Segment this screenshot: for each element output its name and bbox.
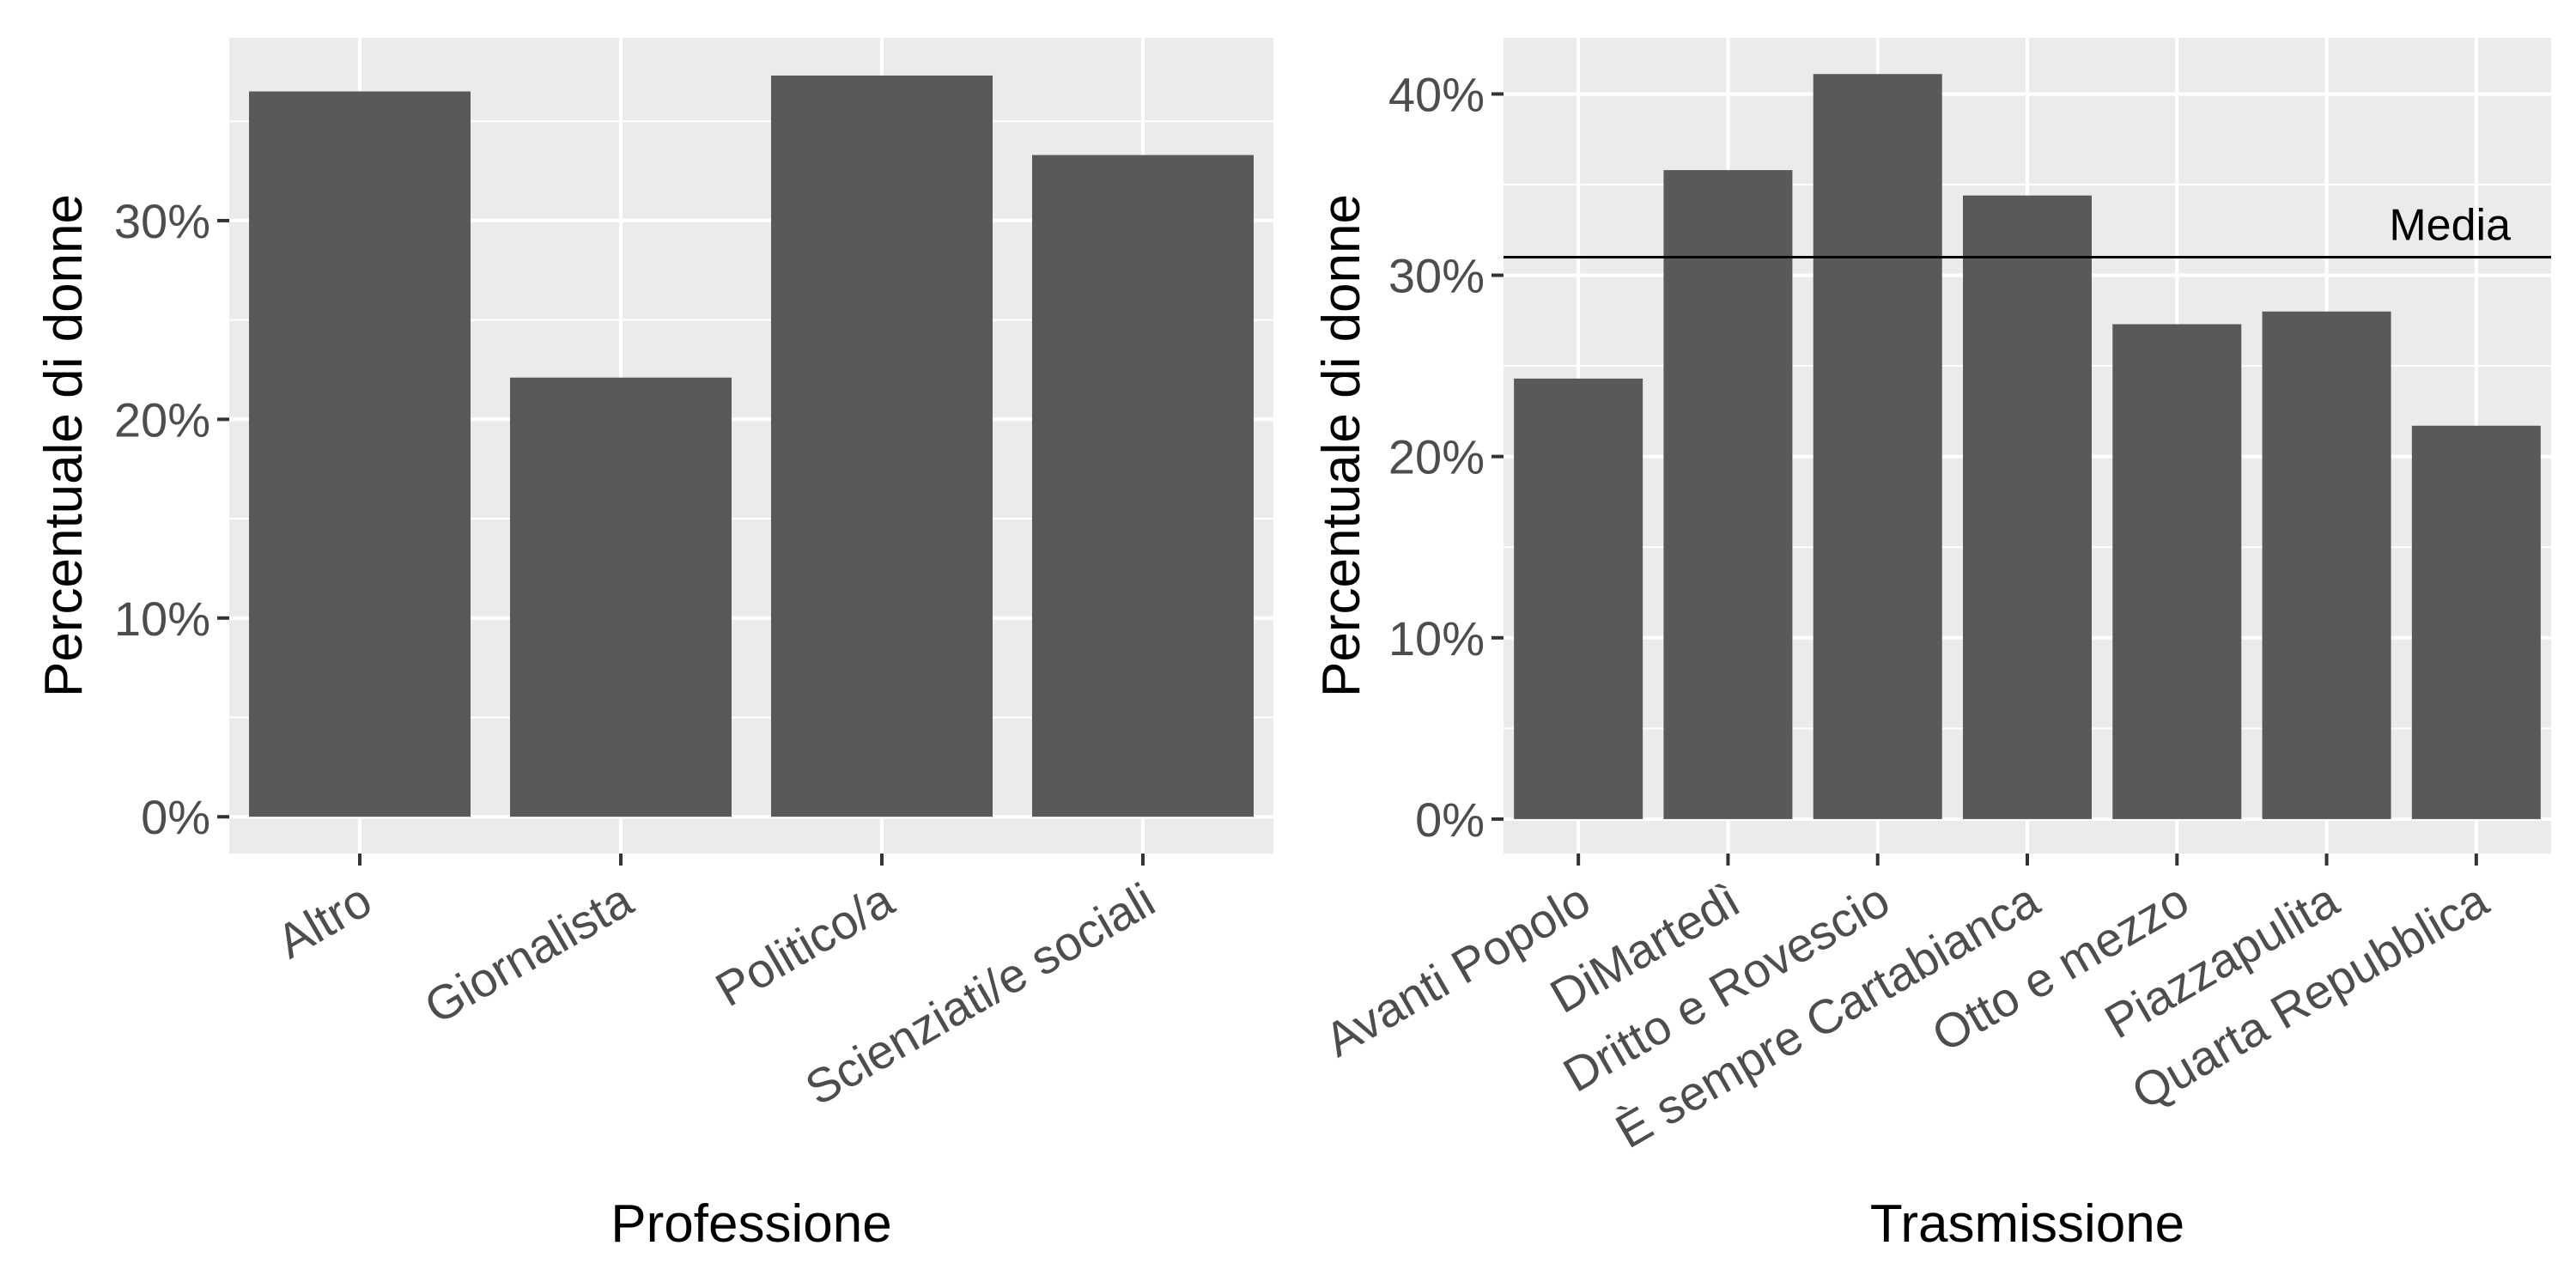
bar — [1514, 378, 1643, 819]
y-tick-label: 20% — [1388, 430, 1485, 484]
x-axis-title: Professione — [611, 1194, 891, 1254]
y-tick-label: 40% — [1388, 67, 1485, 121]
bar — [249, 91, 471, 817]
bars — [249, 75, 1254, 817]
y-tick-label: 10% — [114, 592, 210, 646]
reference-line-group: Media — [1504, 200, 2551, 258]
bar — [2112, 324, 2242, 819]
reference-line-label: Media — [2389, 200, 2511, 250]
y-axis-title: Percentuale di donne — [34, 194, 94, 697]
bar — [1963, 195, 2092, 819]
y-axis-title: Percentuale di donne — [1312, 194, 1371, 697]
bar — [2262, 311, 2391, 819]
bar — [1032, 155, 1254, 817]
y-tick-label: 20% — [114, 392, 210, 447]
y-axis: 0% 10% 20% 30% 40% — [1388, 67, 1504, 847]
y-axis: 0% 10% 20% 30% — [114, 194, 229, 844]
y-tick-label: 30% — [1388, 249, 1485, 303]
bar — [510, 377, 732, 817]
bar — [1813, 74, 1942, 819]
bar — [771, 75, 993, 817]
y-tick-label: 10% — [1388, 611, 1485, 665]
y-tick-label: 30% — [114, 194, 210, 248]
y-tick-label: 0% — [1415, 793, 1485, 847]
y-tick-label: 0% — [141, 790, 210, 844]
bar — [1663, 170, 1793, 819]
bars — [1514, 74, 2541, 819]
x-axis-title: Trasmissione — [1870, 1194, 2184, 1254]
bar — [2411, 425, 2541, 819]
